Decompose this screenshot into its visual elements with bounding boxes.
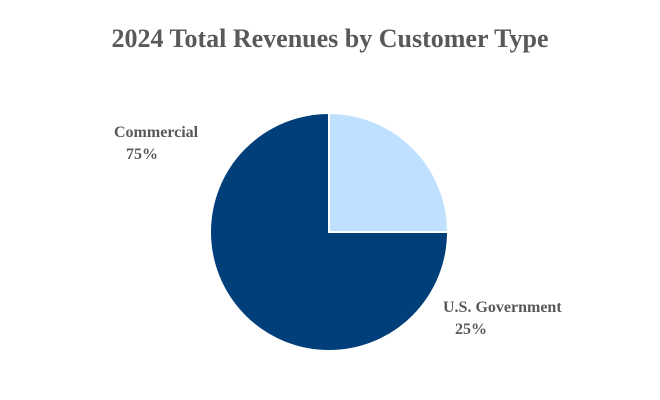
pie-slice-u-s-government: [328, 111, 450, 233]
slice-name-us-government: U.S. Government: [443, 299, 562, 316]
slice-percent-commercial: 75%: [126, 146, 158, 163]
chart-title: 2024 Total Revenues by Customer Type: [111, 24, 549, 53]
slice-label-commercial: Commercial 75%: [114, 122, 198, 166]
slice-percent-us-government: 25%: [455, 321, 487, 338]
slice-name-commercial: Commercial: [114, 124, 199, 141]
pie-slice-commercial: [209, 111, 450, 352]
slice-label-us-government: U.S. Government 25%: [443, 297, 562, 341]
